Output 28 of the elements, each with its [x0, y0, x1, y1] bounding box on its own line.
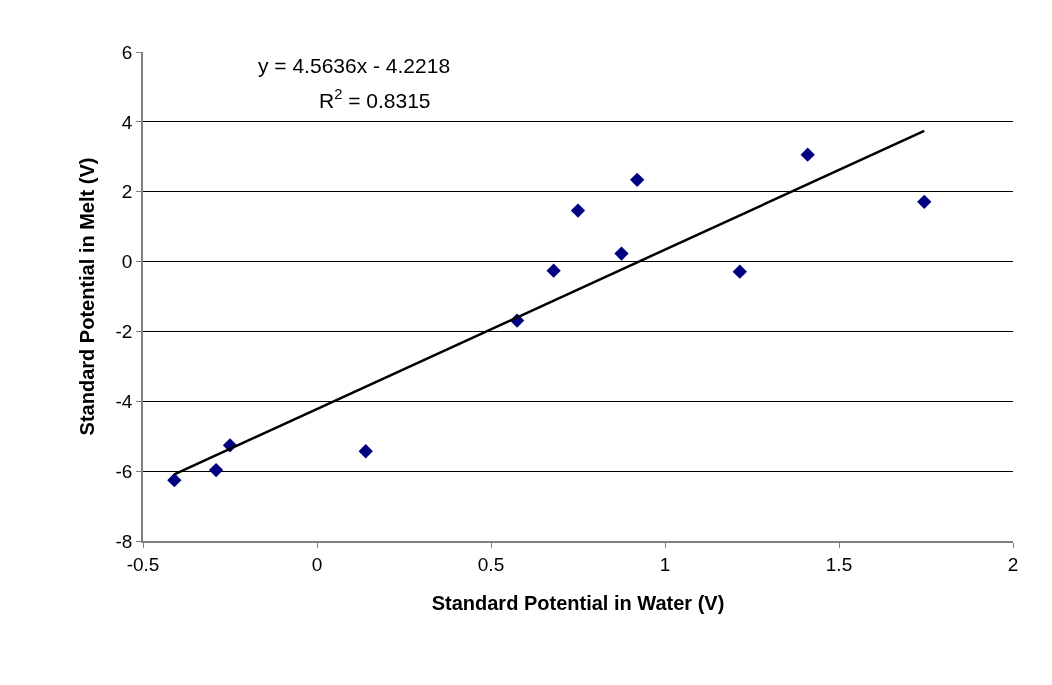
point — [167, 473, 182, 488]
point — [800, 147, 815, 162]
y-tick-label: -6 — [115, 460, 133, 482]
point — [208, 462, 224, 478]
x-tick-label: 0.5 — [477, 553, 505, 575]
x-tick-label: 1 — [659, 553, 671, 575]
y-tick-label: -8 — [115, 530, 133, 552]
annotation: y = 4.5636x - 4.2218 — [258, 54, 451, 77]
point — [732, 264, 747, 279]
point — [917, 194, 932, 209]
x-tick-label: 0 — [311, 553, 323, 575]
point — [358, 444, 373, 459]
y-tick-label: 4 — [121, 111, 133, 133]
y-tick-label: 2 — [121, 181, 133, 203]
x-axis-title: Standard Potential in Water (V) — [431, 591, 725, 614]
y-axis-title: Standard Potential in Melt (V) — [75, 157, 98, 436]
x-tick-label: -0.5 — [126, 553, 160, 575]
y-tick-label: -2 — [115, 321, 133, 343]
point — [570, 203, 586, 218]
point — [614, 246, 629, 261]
x-tick-label: 2 — [1007, 553, 1019, 575]
x-tick-label: 1.5 — [825, 553, 853, 575]
y-tick-label: 6 — [121, 41, 133, 63]
annotation: R$^{2}$ = 0.8315 — [319, 86, 431, 112]
y-tick-label: -4 — [115, 390, 133, 412]
point — [630, 172, 645, 187]
y-tick-label: 0 — [121, 251, 133, 273]
point — [546, 263, 561, 278]
